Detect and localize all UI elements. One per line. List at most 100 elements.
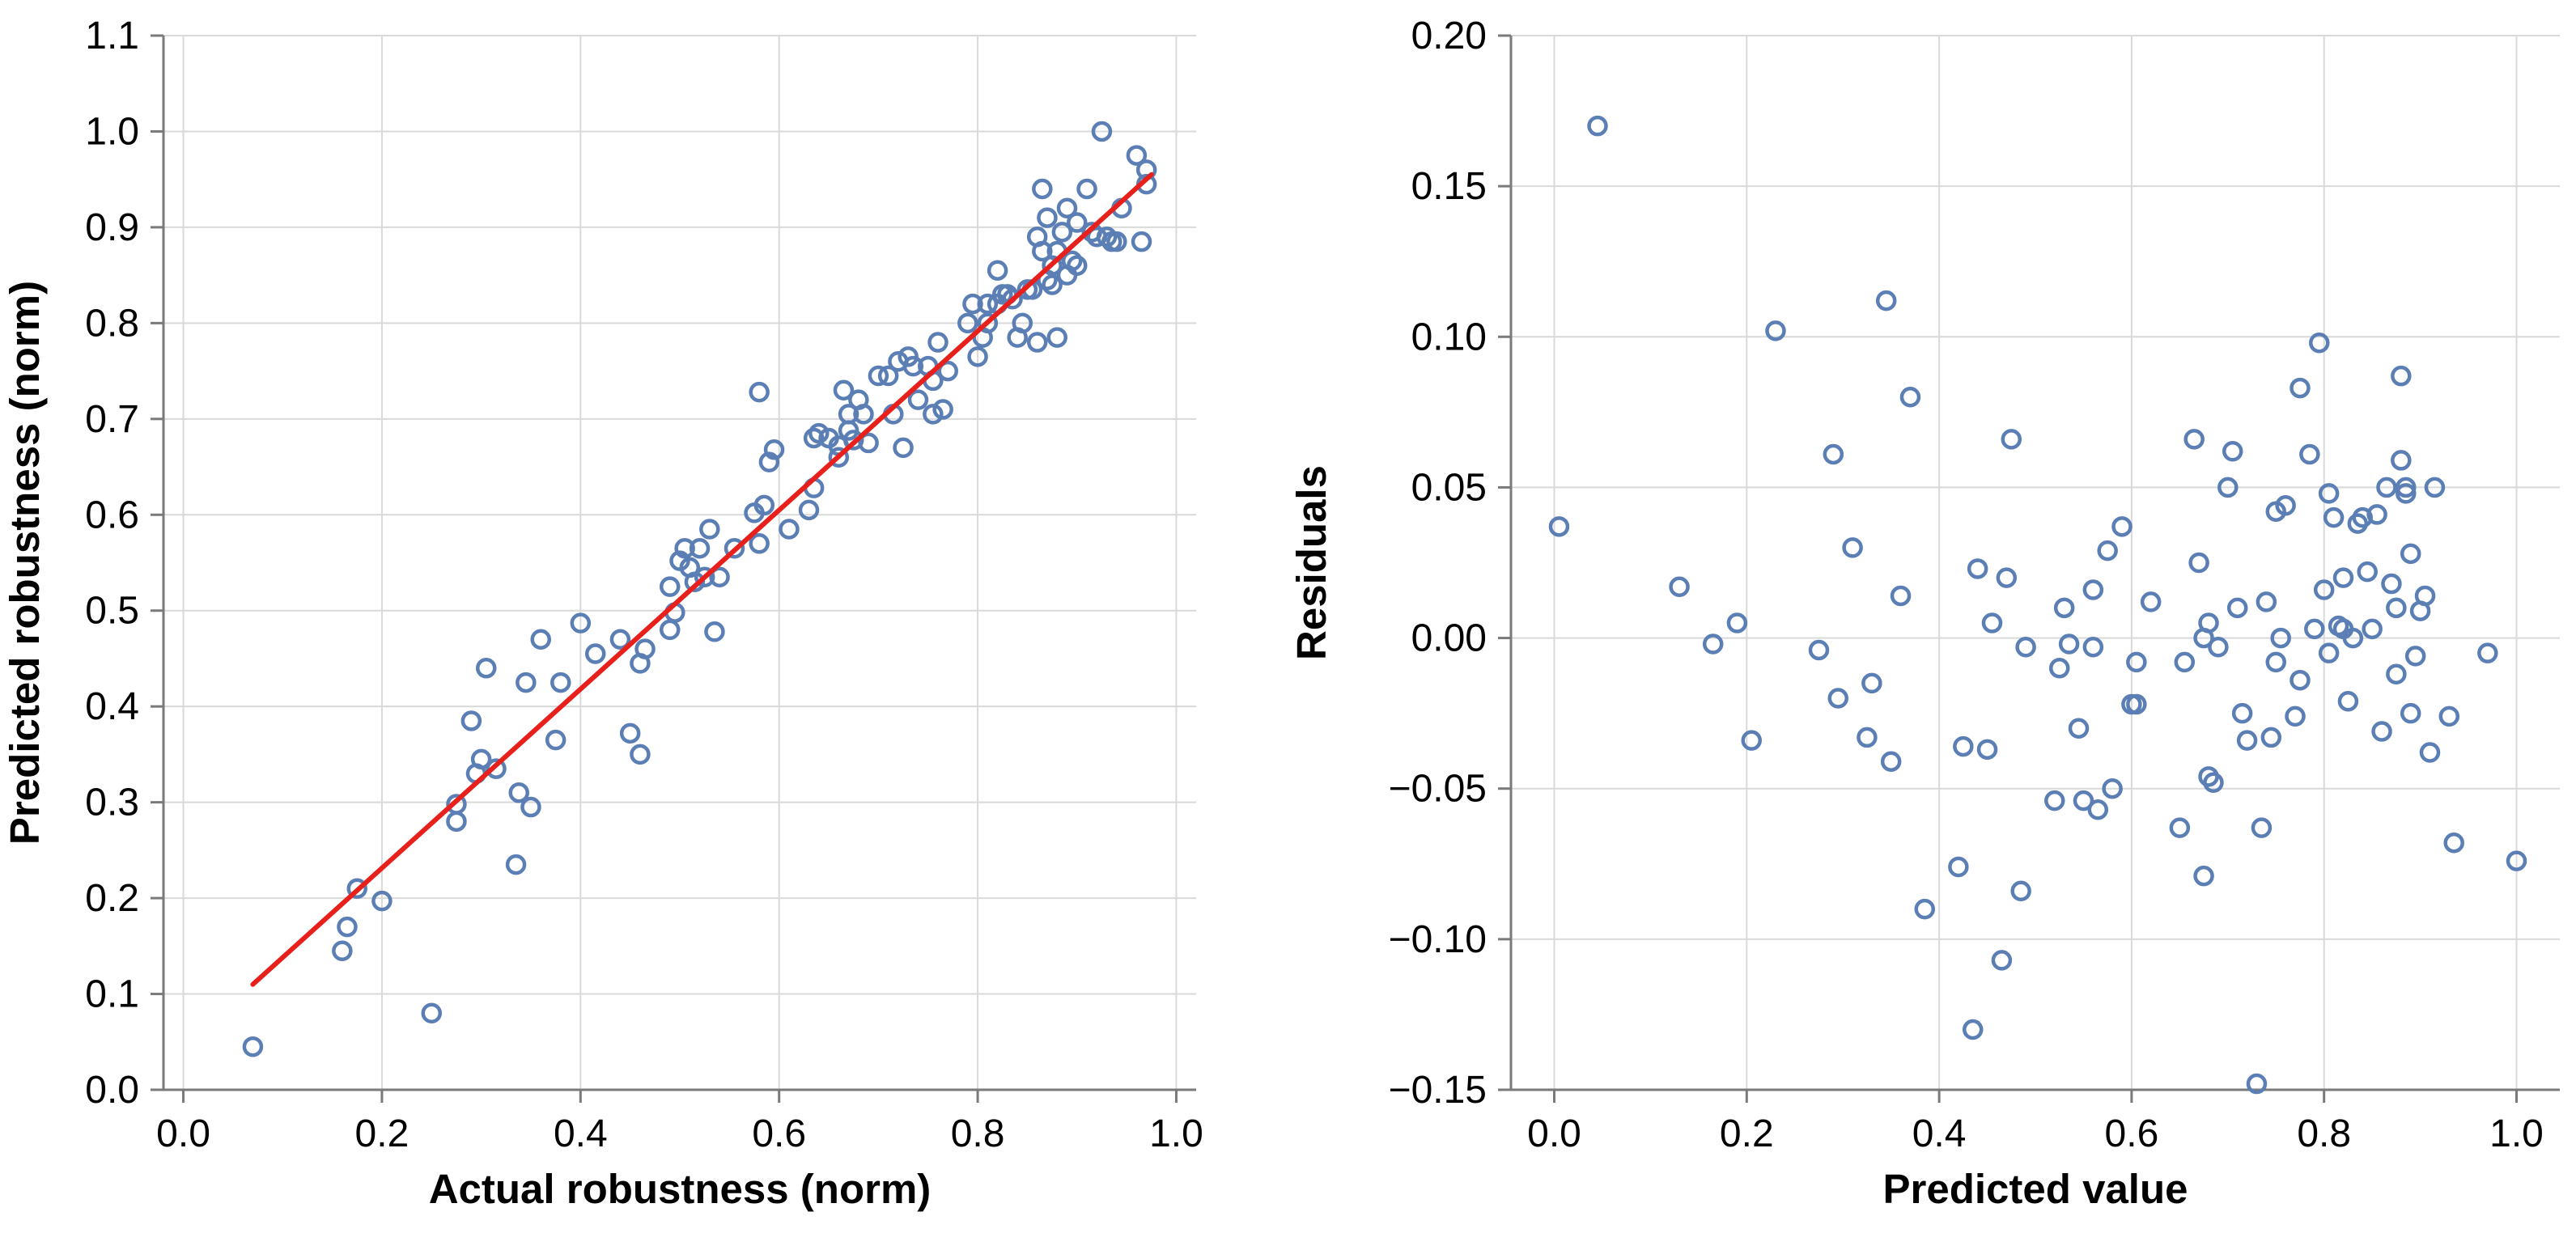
residual-point	[1842, 537, 1863, 558]
residual-y-tick-label: 0.15	[1411, 165, 1487, 208]
scatter-point	[893, 437, 914, 459]
residual-point	[2396, 483, 2417, 504]
residual-point	[2357, 561, 2378, 583]
residual-point	[2400, 543, 2421, 565]
residual-point	[1857, 727, 1878, 748]
residual-point	[1880, 751, 1902, 772]
scatter-point	[689, 537, 711, 559]
residual-point	[2381, 573, 2402, 595]
scatter-point	[877, 365, 899, 387]
scatter-point	[1012, 312, 1033, 334]
scatter-point	[977, 312, 999, 334]
scatter-y-tick-label: 0.1	[85, 973, 139, 1016]
scatter-point	[460, 710, 482, 731]
residual-point	[1996, 567, 2018, 588]
residual-point	[1726, 612, 1748, 633]
scatter-point	[1032, 240, 1053, 262]
scatter-point	[798, 499, 820, 521]
residual-y-axis-title: Residuals	[1288, 465, 1335, 660]
scatter-point	[516, 672, 537, 693]
residual-point	[1991, 950, 2013, 971]
scatter-point	[1042, 274, 1063, 295]
scatter-point	[584, 643, 606, 664]
scatter-point	[684, 571, 706, 592]
residual-point	[1702, 633, 1724, 655]
residual-point	[2015, 636, 2036, 658]
residual-point	[2438, 705, 2460, 727]
residual-y-tick-label: −0.10	[1389, 918, 1487, 961]
scatter-point	[1051, 222, 1073, 243]
scatter-y-tick-label: 0.0	[85, 1069, 139, 1112]
residual-point	[2174, 651, 2196, 673]
scatter-point	[957, 312, 978, 334]
scatter-point	[763, 439, 785, 460]
scatter-y-tick-label: 0.8	[85, 302, 139, 345]
residual-x-tick-label: 0.4	[1912, 1112, 1967, 1155]
residual-point	[1962, 1019, 1984, 1040]
residual-point	[1899, 386, 1921, 408]
scatter-point	[709, 566, 730, 588]
residual-y-tick-label: −0.05	[1389, 768, 1487, 811]
scatter-point	[1106, 231, 1127, 252]
residual-point	[2231, 702, 2253, 724]
residual-point	[2419, 742, 2441, 763]
residual-point	[2087, 799, 2109, 820]
scatter-point	[346, 878, 367, 899]
residual-point	[2309, 332, 2330, 354]
residual-point	[1808, 639, 1830, 661]
residual-point	[2217, 477, 2239, 498]
residual-point	[2290, 377, 2311, 399]
scatter-point	[1002, 289, 1023, 310]
residual-point	[1976, 739, 1998, 761]
residual-point	[2299, 443, 2320, 465]
residual-point	[2362, 618, 2383, 640]
scatter-point	[962, 293, 983, 315]
residual-point	[2048, 658, 2070, 679]
scatter-point	[758, 451, 780, 472]
residual-point	[2251, 817, 2273, 838]
residual-grid	[1511, 35, 2560, 1091]
scatter-point	[838, 404, 859, 425]
residual-point	[2226, 597, 2248, 619]
residuals-panel: 0.0 0.2 0.4 0.6 0.8 1.0 −0.15 −0.10 −0.05 0.00 0.0…	[1288, 15, 2560, 1212]
residual-point	[2010, 880, 2031, 902]
scatter-point	[508, 782, 529, 803]
residual-point	[2404, 646, 2426, 667]
scatter-point	[421, 1002, 443, 1023]
scatter-point	[242, 1036, 264, 1057]
residual-point	[1948, 856, 1969, 878]
residual-point	[2222, 441, 2243, 462]
residual-point	[2001, 429, 2022, 450]
scatter-point	[1046, 327, 1067, 348]
residual-point	[1890, 585, 1912, 607]
scatter-x-tick-label: 0.4	[554, 1112, 608, 1155]
residual-point	[2256, 591, 2277, 612]
scatter-point	[659, 619, 681, 641]
scatter-point	[923, 404, 944, 425]
residual-point	[2400, 702, 2421, 724]
residual-point	[2044, 790, 2065, 811]
residual-point	[2126, 651, 2147, 673]
scatter-point	[753, 494, 775, 516]
residual-point	[1587, 115, 1608, 137]
residual-x-tick-label: 0.2	[1720, 1112, 1774, 1155]
residual-point	[2183, 429, 2205, 450]
residual-point	[2337, 691, 2359, 712]
residual-point	[1741, 730, 1762, 751]
residual-point	[2073, 790, 2094, 811]
residual-point	[2391, 450, 2412, 471]
scatter-point	[1056, 197, 1078, 218]
scatter-point	[486, 758, 507, 779]
residual-point	[2376, 477, 2397, 498]
scatter-point	[868, 365, 889, 387]
residual-point	[2318, 483, 2340, 504]
scatter-point	[371, 890, 393, 912]
scatter-point	[446, 811, 467, 833]
residual-x-tick-label: 0.0	[1527, 1112, 1581, 1155]
residual-point	[2285, 705, 2306, 727]
residual-point	[2068, 718, 2090, 739]
residual-point	[2386, 663, 2407, 684]
residual-x-tick-label: 1.0	[2489, 1112, 2544, 1155]
residual-point	[1953, 735, 1974, 757]
